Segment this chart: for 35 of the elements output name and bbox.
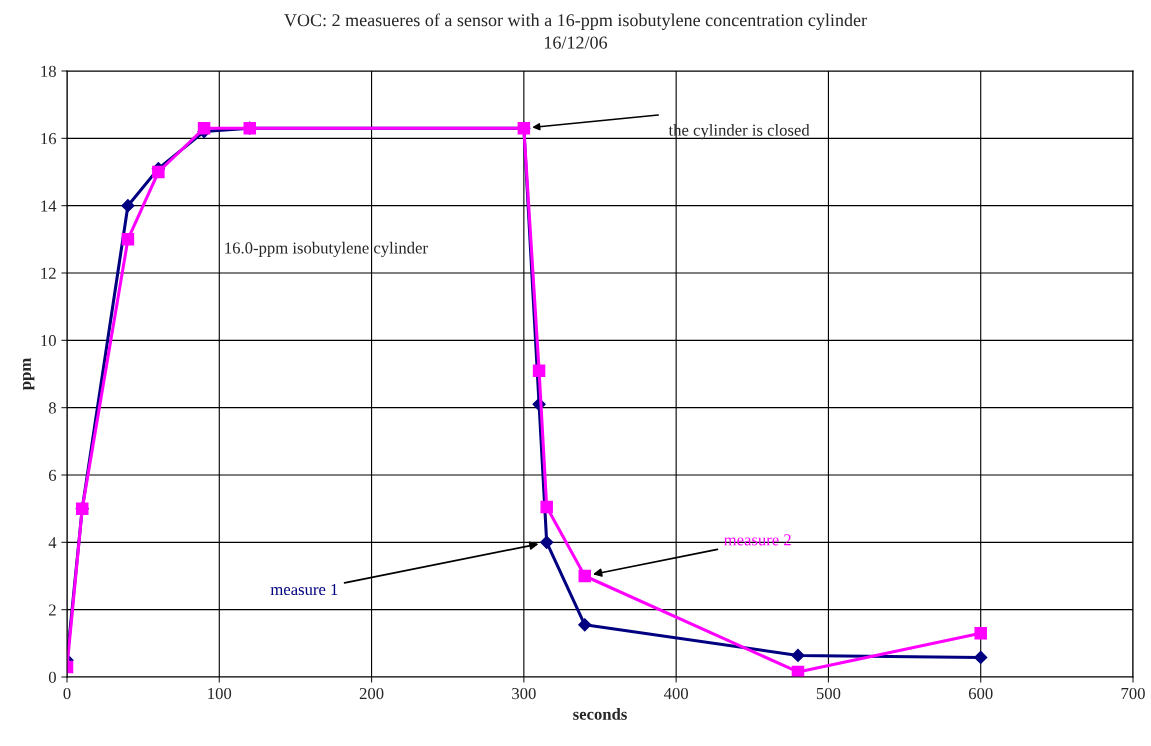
text: measure 1 [270, 583, 338, 596]
point [974, 650, 988, 665]
x-tick-label: 600 [968, 687, 993, 700]
y-axis-title: ppm [22, 358, 35, 390]
x-tick-label: 400 [663, 687, 689, 700]
y-tick-label: 2 [48, 604, 56, 616]
point [121, 233, 135, 246]
y-tick-label: 14 [41, 200, 57, 212]
y-tick-label: 16 [41, 133, 57, 145]
point [578, 618, 592, 632]
annotation: 16.0-ppm isobutylene cylinder [225, 241, 428, 258]
chart-subtitle: 16/12/06 [544, 36, 608, 49]
chart-title: VOC: 2 measueres of a sensor with a 16-ppm isobutylene concentration cylinder [284, 13, 867, 31]
point [540, 500, 553, 514]
point [791, 648, 805, 663]
x-tick-label: 100 [208, 687, 232, 700]
x-axis-title: seconds [573, 708, 627, 720]
y-tick-label: 8 [48, 402, 56, 414]
point [974, 626, 987, 640]
point [540, 535, 554, 549]
x-tick-label: 0 [63, 687, 71, 700]
y-tick-label: 0 [48, 671, 56, 683]
y-tick-label: 12 [41, 267, 56, 279]
y-tick-label: 10 [41, 335, 56, 347]
point [532, 364, 546, 377]
y-tick-label: 6 [48, 469, 57, 481]
y-tick-label: 18 [41, 65, 56, 77]
point [197, 121, 211, 135]
point [578, 569, 592, 583]
x-tick-label: 200 [359, 687, 384, 700]
point [121, 199, 135, 213]
x-tick-label: 700 [1121, 687, 1145, 700]
x-tick-label: 500 [816, 687, 841, 700]
y-tick-label: 4 [48, 537, 57, 549]
x-tick-label: 300 [512, 687, 536, 700]
